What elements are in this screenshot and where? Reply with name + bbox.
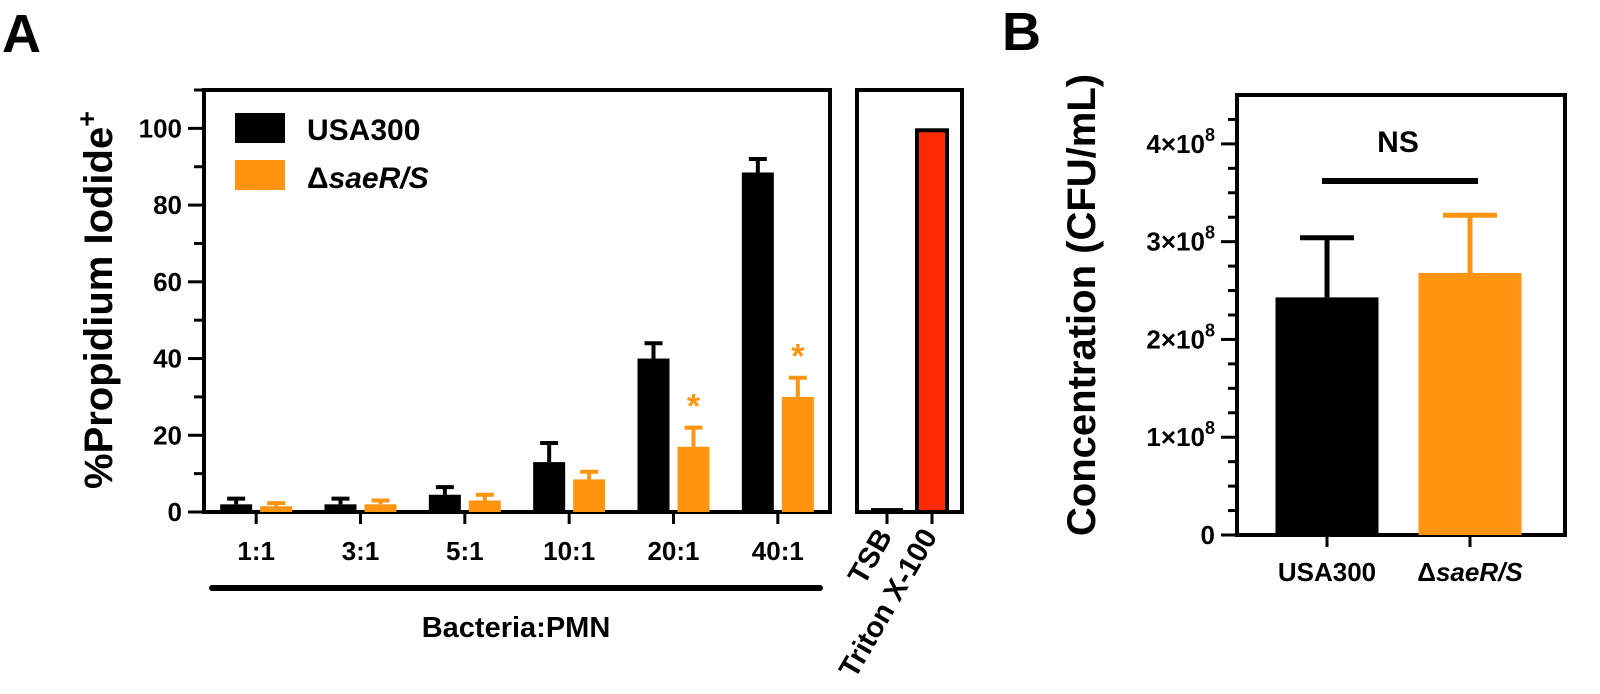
x-tick-label: 5:1 (446, 536, 484, 566)
bar (781, 396, 814, 512)
bar (1418, 272, 1522, 535)
y-tick-exponent: 8 (1205, 320, 1215, 340)
legend-swatch-mutant (235, 160, 285, 190)
y-axis-title-main: %Propidium Iodide (77, 127, 121, 489)
bar (1275, 297, 1379, 535)
x-tick-label: 10:1 (543, 536, 595, 566)
bar (220, 504, 253, 512)
y-tick-label: 4×108 (1146, 125, 1215, 159)
y-tick-label: 100 (139, 113, 182, 143)
bar (428, 494, 461, 512)
y-tick-label: 2×108 (1146, 320, 1215, 354)
y-tick-label: 3×108 (1146, 223, 1215, 257)
bar (324, 504, 357, 512)
y-tick-label: 0 (168, 497, 182, 527)
legend-label-mutant-italic: saeR/S (329, 162, 429, 195)
y-tick-exponent: 8 (1205, 223, 1215, 243)
significance-star: * (791, 338, 805, 376)
bar (677, 446, 710, 512)
x-tick-label-text: USA300 (1278, 557, 1376, 587)
control-bar (871, 508, 903, 512)
y-tick-exponent: 8 (1205, 418, 1215, 438)
y-tick-label: 1×108 (1146, 418, 1215, 452)
y-tick-label: 40 (153, 344, 182, 374)
x-tick-label: USA300 (1278, 557, 1376, 587)
bar (573, 479, 606, 512)
legend-label-usa300: USA300 (307, 114, 420, 147)
x-axis-title: Bacteria:PMN (422, 612, 611, 644)
y-tick-mantissa: 2×10 (1146, 324, 1205, 354)
x-tick-label: 20:1 (647, 536, 699, 566)
y-tick-mantissa: 1×10 (1146, 422, 1205, 452)
x-tick-label-prefix: Δ (1417, 557, 1436, 587)
y-tick-mantissa: 0 (1201, 520, 1215, 550)
bar (260, 506, 293, 512)
y-tick-mantissa: 3×10 (1146, 227, 1205, 257)
bar (637, 358, 670, 512)
x-tick-label: 40:1 (752, 536, 804, 566)
panel-a-label: A (2, 4, 41, 64)
legend-label-mutant-prefix: Δ (307, 162, 329, 195)
y-tick-mantissa: 4×10 (1146, 129, 1205, 159)
significance-star: * (687, 388, 701, 426)
y-tick-label: 0 (1201, 520, 1215, 550)
bar (533, 462, 566, 512)
bar (741, 172, 774, 512)
x-tick-label: 3:1 (342, 536, 380, 566)
x-tick-label-italic: saeR/S (1436, 557, 1523, 587)
y-axis-title-superscript: + (72, 111, 102, 127)
x-tick-label: ΔsaeR/S (1417, 557, 1523, 587)
legend-swatch-usa300 (235, 113, 285, 143)
y-tick-label: 20 (153, 420, 182, 450)
bar (364, 504, 397, 512)
y-tick-exponent: 8 (1205, 125, 1215, 145)
bar (468, 500, 501, 512)
y-tick-label: 80 (153, 190, 182, 220)
panel-b-label: B (1002, 2, 1041, 62)
x-tick-label: 1:1 (237, 536, 275, 566)
y-axis-title: Concentration (CFU/mL) (1060, 74, 1104, 536)
y-axis-title: %Propidium Iodide+ (72, 111, 121, 489)
control-bar (915, 128, 949, 514)
controls-frame (855, 88, 964, 514)
plot-frame (202, 88, 832, 514)
legend-label-mutant: ΔsaeR/S (307, 162, 429, 195)
ns-annotation: NS (1377, 126, 1419, 159)
y-tick-label: 60 (153, 267, 182, 297)
